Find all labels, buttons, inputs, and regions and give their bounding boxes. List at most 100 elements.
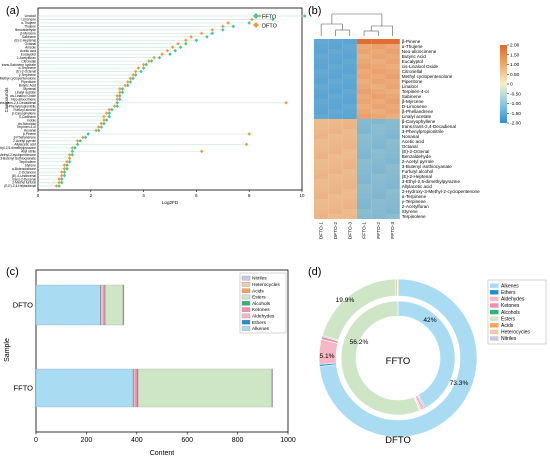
heatmap-cell (314, 149, 328, 154)
data-point-dfto (71, 146, 75, 150)
panel-c-y-axis-label: Sample (4, 338, 11, 362)
data-point-dfto (134, 70, 138, 74)
data-point-dfto (115, 94, 119, 98)
heatmap-cell (343, 139, 357, 144)
heatmap-cell (357, 184, 371, 189)
heatmap-cell (386, 199, 400, 204)
heatmap-cell (386, 204, 400, 209)
x-tick-label: 10 (300, 193, 305, 198)
data-point-dfto (107, 108, 111, 112)
heatmap-cell (371, 89, 385, 94)
heatmap-cell (386, 174, 400, 179)
data-point-dfto (118, 87, 122, 91)
heatmap-cell (371, 49, 385, 54)
colorbar-tick-label: 2.00 (510, 43, 520, 49)
heatmap-cell (343, 94, 357, 99)
heatmap-cell (357, 44, 371, 49)
heatmap-cell (343, 174, 357, 179)
heatmap-cell (386, 129, 400, 134)
heatmap-cell (328, 154, 342, 159)
legend-label: Nitriles (252, 276, 267, 282)
legend-label-dfto: DFTO (262, 24, 278, 30)
heatmap-cell (314, 69, 328, 74)
heatmap-cell (357, 104, 371, 109)
legend-swatch-ketones (490, 303, 499, 307)
heatmap-cell (314, 174, 328, 179)
heatmap-cell (343, 54, 357, 59)
heatmap-cell (328, 94, 342, 99)
legend-swatch-ketones (242, 308, 250, 312)
panel-b-heatmap-cells (314, 39, 400, 219)
heatmap-cell (328, 189, 342, 194)
heatmap-column-label: FFTO-3 (390, 222, 396, 239)
heatmap-cell (386, 139, 400, 144)
bar-segment-aldehydes (134, 369, 136, 407)
heatmap-cell (371, 179, 385, 184)
heatmap-cell (386, 89, 400, 94)
legend-swatch-heterocycles (490, 330, 499, 334)
panel-d: (d) 42%56.2%73.3%5.1%19.9% FFTO DFTO Alk… (308, 266, 546, 446)
slice-label: 5.1% (319, 353, 334, 360)
bar-segment-ketones (104, 285, 105, 325)
legend-swatch-aldehydes (490, 297, 499, 301)
heatmap-column-label: FFTO-2 (376, 222, 382, 239)
legend-label: Nitriles (501, 336, 517, 342)
heatmap-cell (386, 44, 400, 49)
heatmap-cell (343, 79, 357, 84)
heatmap-cell (343, 119, 357, 124)
heatmap-cell (371, 129, 385, 134)
heatmap-cell (314, 129, 328, 134)
heatmap-cell (328, 54, 342, 59)
bar-segment-aldehydes (101, 285, 104, 325)
heatmap-cell (328, 79, 342, 84)
heatmap-cell (314, 104, 328, 109)
bar-segment-ketones (136, 369, 138, 407)
heatmap-cell (357, 109, 371, 114)
heatmap-cell (314, 79, 328, 84)
heatmap-cell (386, 119, 400, 124)
data-point-ffto (210, 32, 214, 36)
heatmap-cell (314, 169, 328, 174)
heatmap-cell (371, 189, 385, 194)
heatmap-cell (357, 159, 371, 164)
heatmap-cell (371, 204, 385, 209)
heatmap-cell (343, 84, 357, 89)
panel-c-x-axis-label: Content (150, 450, 175, 457)
heatmap-cell (314, 164, 328, 169)
heatmap-cell (371, 149, 385, 154)
legend-swatch-ethers (490, 290, 499, 294)
legend-label: Aldehydes (501, 297, 525, 303)
heatmap-cell (371, 184, 385, 189)
legend-label: Ethers (501, 290, 516, 296)
legend-label: Acids (501, 323, 514, 329)
heatmap-column-label: FFTO-1 (362, 222, 368, 239)
heatmap-cell (314, 204, 328, 209)
heatmap-cell (371, 134, 385, 139)
data-point-ffto (107, 115, 111, 119)
data-point-dfto (152, 56, 156, 60)
data-point-dfto (200, 150, 204, 154)
heatmap-cell (343, 129, 357, 134)
x-tick-label: 8 (248, 193, 251, 198)
heatmap-cell (386, 109, 400, 114)
legend-swatch-alkenes (490, 284, 499, 288)
heatmap-cell (386, 179, 400, 184)
heatmap-cell (328, 39, 342, 44)
x-tick-label: 0 (34, 437, 38, 444)
data-point-dfto (118, 91, 122, 95)
legend-swatch-acids (490, 323, 499, 327)
heatmap-cell (386, 39, 400, 44)
heatmap-cell (314, 139, 328, 144)
legend-label: Heterocycles (252, 282, 280, 288)
x-tick-label: 4 (142, 193, 145, 198)
data-point-dfto (166, 49, 170, 53)
heatmap-cell (343, 89, 357, 94)
heatmap-cell (328, 134, 342, 139)
heatmap-cell (371, 84, 385, 89)
heatmap-cell (343, 114, 357, 119)
slice-label: 56.2% (350, 339, 369, 346)
data-point-dfto (200, 32, 204, 36)
